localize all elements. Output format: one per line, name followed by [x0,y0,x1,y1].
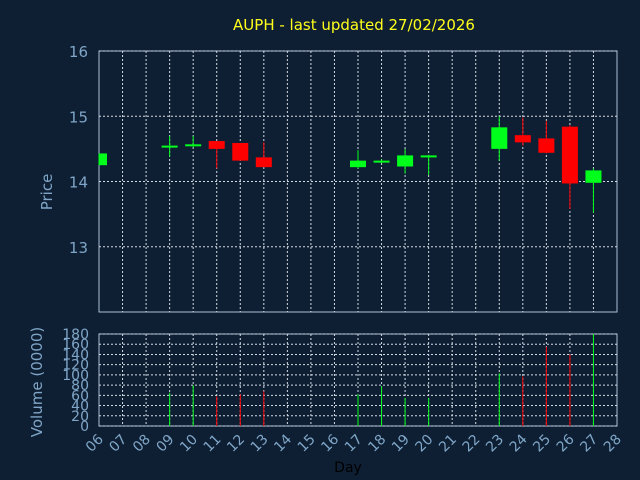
x-tick-label: 08 [130,432,154,456]
candle-body [585,170,602,183]
volume-tick-label: 140 [62,347,89,363]
candle-body [99,153,107,166]
x-tick-label: 21 [436,432,460,456]
volume-axis-label: Volume (0000) [28,327,46,437]
volume-tick-label: 120 [62,358,89,374]
candle-body [208,141,225,149]
candle-body [350,160,366,168]
volume-tick-label: 60 [71,388,89,404]
volume-tick-label: 0 [80,419,89,435]
candle-body [538,138,555,153]
x-tick-label: 27 [577,432,601,456]
volume-tick-label: 20 [71,409,89,425]
price-axis-label: Price [38,174,56,211]
x-tick-label: 15 [295,432,319,456]
x-tick-label: 25 [530,432,554,456]
x-tick-label: 22 [460,432,484,456]
candle-body [514,135,531,143]
x-tick-label: 16 [318,431,342,455]
volume-tick-label: 160 [62,337,89,353]
x-tick-label: 11 [201,432,225,456]
price-panel: 13 14 15 16 [69,43,618,313]
candle-body [185,144,202,147]
x-tick-label: 14 [271,431,295,455]
candle-body [373,160,390,163]
price-tick-label: 13 [69,239,88,257]
candle-body [491,127,508,149]
candle-body [161,145,178,148]
x-tick-label: 10 [177,432,201,456]
x-tick-label: 23 [483,432,507,456]
candle-body [420,155,437,158]
volume-tick-label: 100 [62,368,89,384]
x-tick-label: 12 [224,432,248,456]
x-tick-label: 26 [554,431,578,455]
candle-body [561,126,578,184]
price-tick-label: 14 [69,174,88,192]
x-tick-label: 19 [389,432,413,456]
x-tick-label: 24 [507,431,531,455]
candle-body [232,143,249,161]
volume-tick-label: 80 [71,378,89,394]
x-tick-label: 09 [154,432,178,456]
x-tick-label: 07 [106,432,130,456]
x-tick-label: 28 [601,432,625,456]
candle-body [397,155,414,167]
x-tick-label: 13 [248,432,272,456]
volume-tick-label: 40 [71,399,89,415]
x-axis-label: Day [334,460,362,476]
price-tick-label: 16 [69,43,88,61]
x-tick-label: 20 [413,432,437,456]
volume-tick-label: 180 [62,327,89,343]
candle-body [255,157,272,168]
x-tick-label: 06 [83,431,107,455]
x-tick-label: 17 [342,432,366,456]
price-tick-label: 15 [69,108,88,126]
x-tick-label: 18 [365,432,389,456]
chart-title: AUPH - last updated 27/02/2026 [233,16,475,34]
